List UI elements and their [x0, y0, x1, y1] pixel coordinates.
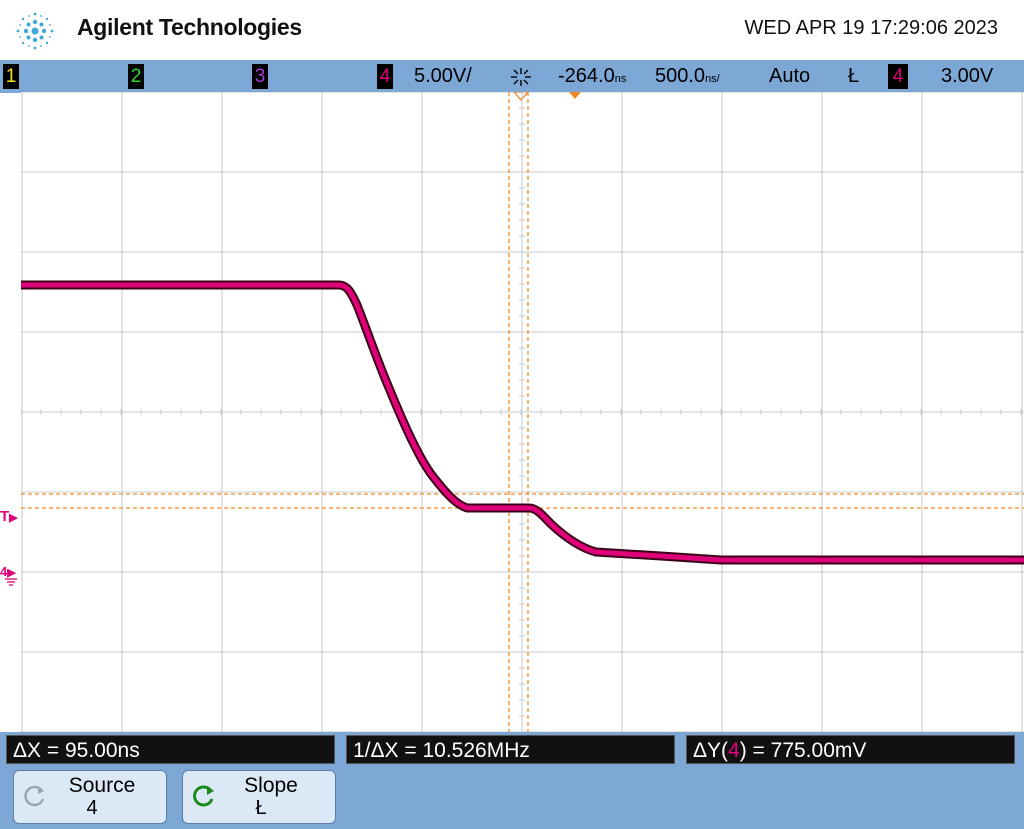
- source-value: 4: [86, 797, 98, 819]
- trigger-level-marker: T▶: [0, 508, 18, 525]
- trigger-marker-label: T: [0, 508, 10, 525]
- ground-icon: [5, 578, 17, 586]
- delta-y-prefix: ΔY(: [693, 739, 729, 762]
- measurement-panel: ΔX = 95.00ns 1/ΔX = 10.526MHz ΔY(4) = 77…: [0, 732, 1024, 829]
- time-delay-value: -264.0: [558, 65, 615, 87]
- trigger-slope-indicator: Ł: [848, 65, 860, 87]
- source-softkey[interactable]: Source 4: [13, 770, 167, 824]
- graticule-grid: [20, 91, 1024, 733]
- channel-4-scale: 5.00V/: [414, 65, 472, 87]
- time-scale-value: 500.0: [655, 65, 706, 87]
- trigger-position-icon: [511, 68, 531, 86]
- time-delay-unit: ns: [614, 73, 627, 85]
- time-scale: 500.0ns/: [655, 64, 720, 92]
- delay-time-marker: [569, 92, 581, 99]
- brand-name: Agilent Technologies: [77, 14, 302, 40]
- delta-y-suffix: ) = 775.00mV: [739, 739, 867, 762]
- delta-x-readout: ΔX = 95.00ns: [6, 735, 335, 764]
- channel-4-waveform: [21, 282, 1024, 563]
- waveform-display[interactable]: [20, 91, 1024, 733]
- time-delay: -264.0ns: [558, 64, 626, 92]
- delta-y-readout: ΔY(4) = 775.00mV: [686, 735, 1015, 764]
- date-time: WED APR 19 17:29:06 2023: [744, 17, 999, 39]
- channel-1-indicator[interactable]: 1: [3, 64, 19, 89]
- rotate-knob-icon: [24, 785, 45, 807]
- trigger-mode: Auto: [769, 65, 811, 87]
- ground-marker-label: 4: [0, 564, 8, 579]
- trigger-time-marker: [512, 91, 530, 101]
- trigger-level: 3.00V: [941, 65, 994, 87]
- trigger-source-indicator: 4: [888, 64, 908, 89]
- header: Agilent Technologies WED APR 19 17:29:06…: [0, 0, 1024, 60]
- slope-softkey[interactable]: Slope Ł: [182, 770, 336, 824]
- spark-logo-icon: [16, 12, 54, 50]
- source-label: Source: [68, 774, 136, 797]
- inverse-delta-x-readout: 1/ΔX = 10.526MHz: [346, 735, 675, 764]
- slope-label: Slope: [244, 774, 298, 797]
- channel-3-indicator[interactable]: 3: [252, 64, 268, 89]
- ground-reference-marker: 4▶: [0, 564, 16, 579]
- rotate-knob-green-icon: [193, 785, 214, 807]
- channel-2-indicator[interactable]: 2: [128, 64, 144, 89]
- status-bar: 1 2 3 4 5.00V/ -264.0ns 500.0ns/ Auto Ł …: [0, 60, 1024, 93]
- delta-y-channel: 4: [728, 739, 740, 762]
- channel-4-indicator[interactable]: 4: [377, 64, 393, 89]
- slope-value: Ł: [255, 797, 267, 819]
- time-scale-unit: ns/: [705, 73, 720, 85]
